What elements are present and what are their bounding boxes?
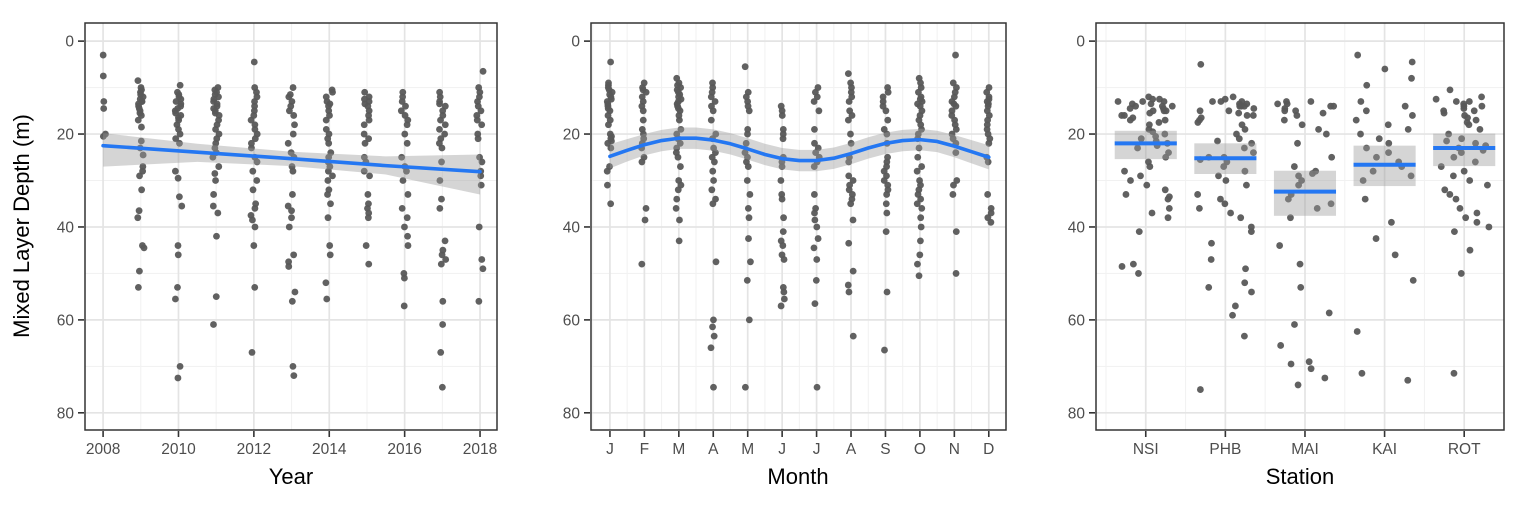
svg-text:M: M (741, 441, 754, 458)
svg-text:F: F (640, 441, 649, 458)
svg-text:ROT: ROT (1448, 441, 1481, 458)
svg-text:KAI: KAI (1372, 441, 1397, 458)
svg-text:S: S (880, 441, 890, 458)
svg-text:20: 20 (563, 127, 581, 144)
x-axis-title-month: Month (767, 464, 829, 489)
svg-text:J: J (778, 441, 786, 458)
svg-text:2012: 2012 (237, 441, 271, 458)
svg-text:0: 0 (65, 34, 74, 51)
svg-text:O: O (914, 441, 926, 458)
svg-text:40: 40 (1068, 219, 1086, 236)
svg-text:60: 60 (1068, 312, 1086, 329)
svg-text:D: D (983, 441, 994, 458)
svg-text:0: 0 (571, 34, 580, 51)
x-axis-title-year: Year (268, 464, 314, 489)
panel-station-scatter: NSI PHB MAI KAI ROT 0 20 40 60 80 (1068, 22, 1505, 458)
svg-text:N: N (949, 441, 960, 458)
svg-text:2008: 2008 (86, 441, 120, 458)
svg-text:A: A (846, 441, 857, 458)
svg-text:2010: 2010 (161, 441, 196, 458)
svg-text:MAI: MAI (1291, 441, 1319, 458)
svg-text:PHB: PHB (1209, 441, 1241, 458)
svg-text:2018: 2018 (463, 441, 497, 458)
y-axis-title: Mixed Layer Depth (m) (9, 114, 34, 338)
svg-text:M: M (672, 441, 685, 458)
svg-text:40: 40 (563, 219, 581, 236)
svg-text:20: 20 (57, 127, 75, 144)
svg-text:60: 60 (563, 312, 581, 329)
svg-text:0: 0 (1076, 34, 1085, 51)
svg-text:40: 40 (57, 219, 75, 236)
svg-text:80: 80 (57, 405, 75, 422)
svg-text:80: 80 (1068, 405, 1086, 422)
x-axis-title-station: Station (1265, 464, 1335, 489)
svg-text:2016: 2016 (387, 441, 421, 458)
svg-text:J: J (606, 441, 614, 458)
svg-text:20: 20 (1068, 127, 1086, 144)
svg-text:J: J (813, 441, 821, 458)
svg-text:A: A (708, 441, 719, 458)
svg-text:2014: 2014 (312, 441, 347, 458)
svg-text:NSI: NSI (1133, 441, 1159, 458)
svg-text:80: 80 (563, 405, 581, 422)
panel-month-scatter: J F M A M J J A S O N D 0 20 40 60 80 (563, 22, 1007, 458)
svg-text:60: 60 (57, 312, 75, 329)
panel-year-scatter: 2008 2010 2012 2014 2016 2018 0 20 40 60 80 (57, 22, 498, 458)
